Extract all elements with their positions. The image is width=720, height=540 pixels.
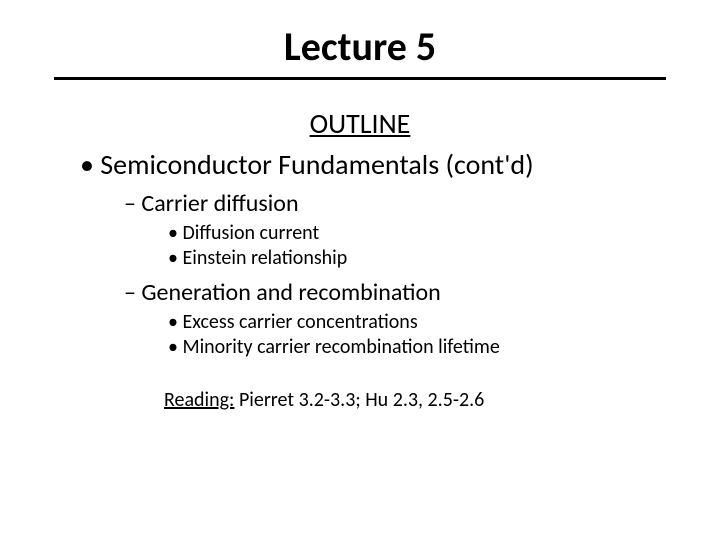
outline-heading: OUTLINE — [80, 106, 640, 141]
reading-label: Reading: — [164, 388, 234, 412]
subitem: Diffusion current — [168, 221, 640, 246]
topic-item: Semiconductor Fundamentals (cont'd) — [80, 147, 640, 182]
subitem: Excess carrier concentrations — [168, 310, 640, 335]
reading-text: Pierret 3.2-3.3; Hu 2.3, 2.5-2.6 — [234, 388, 484, 412]
section-heading: Generation and recombination — [124, 277, 640, 308]
subitem: Minority carrier recombination lifetime — [168, 335, 640, 360]
topic-text: Semiconductor Fundamentals (cont'd) — [100, 147, 533, 182]
subitem: Einstein relationship — [168, 246, 640, 271]
title-block: Lecture 5 — [0, 0, 720, 80]
reading-line: Reading: Pierret 3.2-3.3; Hu 2.3, 2.5-2.… — [80, 388, 640, 412]
section-text: Generation and recombination — [141, 278, 440, 307]
outline-content: OUTLINE Semiconductor Fundamentals (cont… — [0, 80, 720, 412]
section-text: Carrier diffusion — [141, 189, 298, 218]
section-heading: Carrier diffusion — [124, 188, 640, 219]
lecture-title: Lecture 5 — [0, 22, 720, 71]
